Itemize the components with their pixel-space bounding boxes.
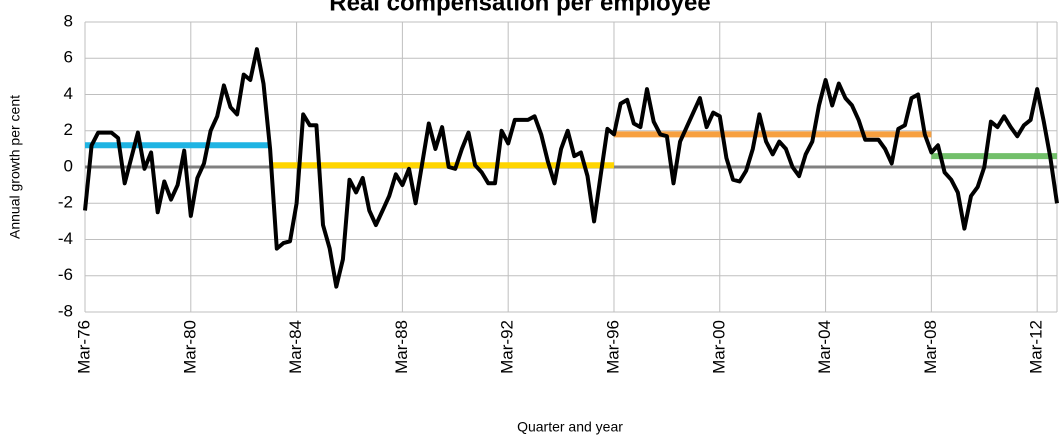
- x-tick-label: Mar-12: [1027, 320, 1046, 374]
- x-tick-label: Mar-80: [180, 320, 199, 374]
- x-tick-label: Mar-92: [498, 320, 517, 374]
- x-tick-label: Mar-00: [709, 320, 728, 374]
- x-tick-label: Mar-84: [286, 320, 305, 374]
- x-axis-title: Quarter and year: [517, 419, 623, 435]
- y-tick-label: 2: [64, 120, 73, 139]
- y-axis-title: Annual growth per cent: [7, 95, 23, 239]
- chart-title: Real compensation per employee: [329, 0, 710, 16]
- y-tick-label: 6: [64, 48, 73, 67]
- x-tick-label: Mar-88: [392, 320, 411, 374]
- x-tick-label: Mar-04: [815, 320, 834, 374]
- x-tick-label: Mar-96: [603, 320, 622, 374]
- y-tick-label: -6: [58, 265, 73, 284]
- y-tick-label: -8: [58, 301, 73, 320]
- x-tick-label: Mar-08: [921, 320, 940, 374]
- x-tick-label: Mar-76: [74, 320, 93, 374]
- y-tick-label: -2: [58, 193, 73, 212]
- y-tick-label: 0: [64, 156, 73, 175]
- data-line: [83, 47, 1059, 289]
- y-tick-label: 8: [64, 11, 73, 30]
- y-tick-label: -4: [58, 229, 73, 248]
- y-tick-label: 4: [64, 84, 73, 103]
